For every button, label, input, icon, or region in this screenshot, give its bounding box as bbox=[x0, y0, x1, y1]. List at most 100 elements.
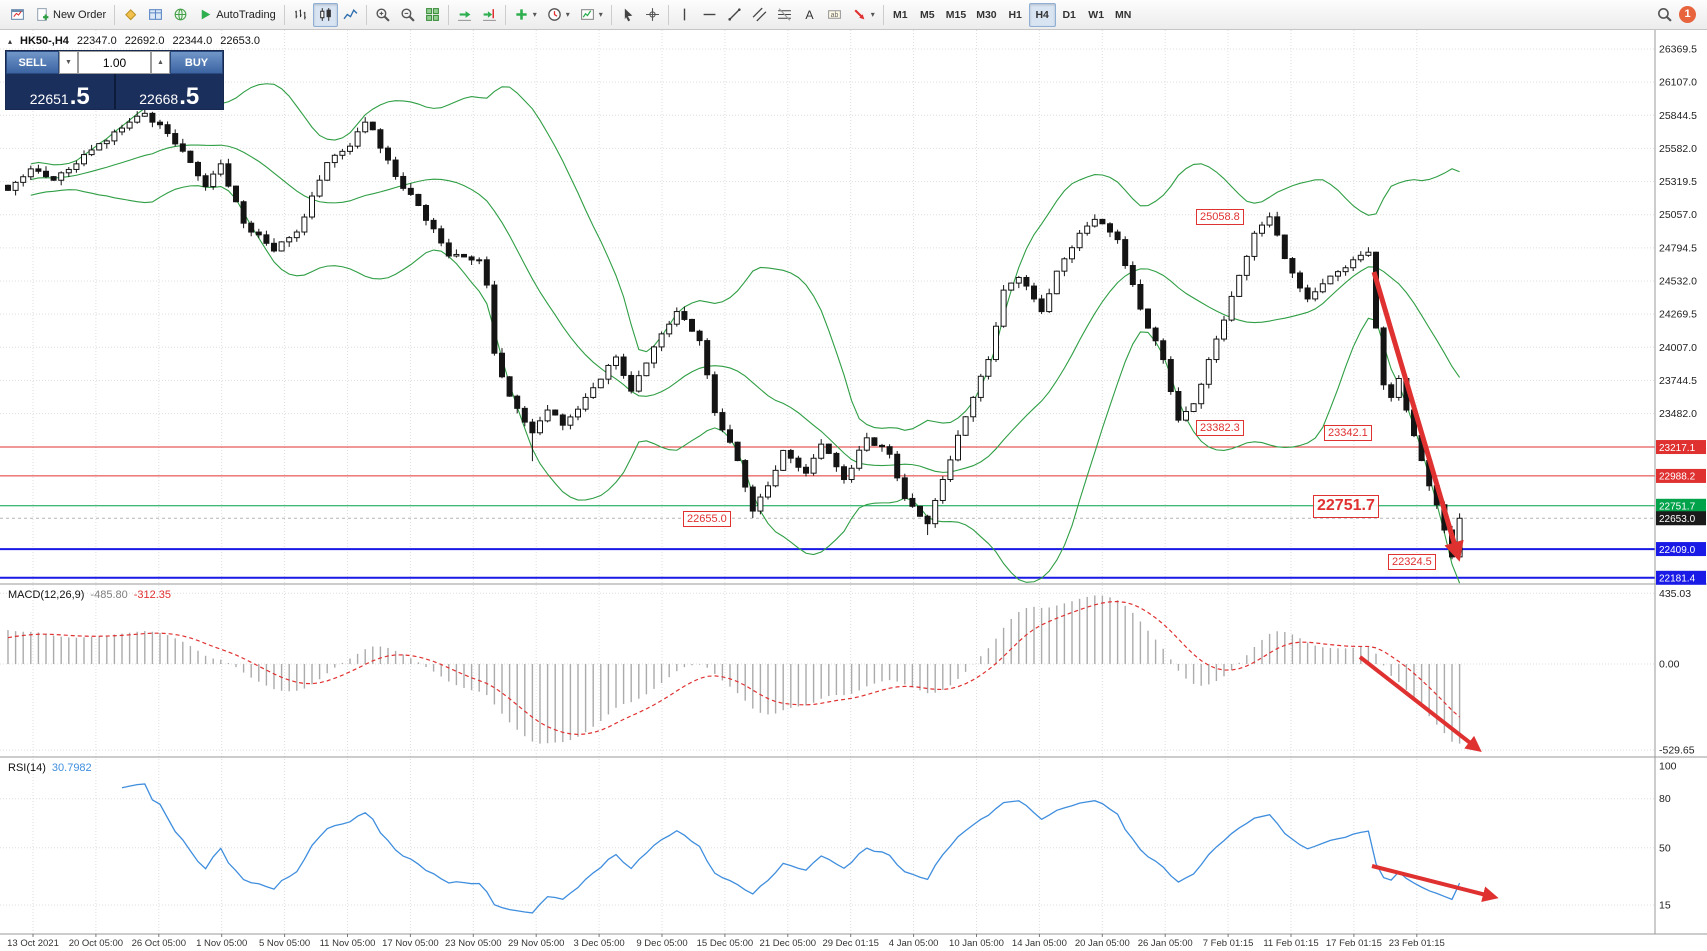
metaeditor-button[interactable] bbox=[118, 3, 143, 27]
rsi-line bbox=[121, 783, 1461, 914]
chart-shift-button[interactable] bbox=[477, 3, 502, 27]
search-button[interactable] bbox=[1652, 3, 1677, 27]
svg-text:5 Nov 05:00: 5 Nov 05:00 bbox=[259, 938, 310, 949]
timeframe-h1-button[interactable]: H1 bbox=[1002, 3, 1029, 27]
crosshair-button[interactable] bbox=[640, 3, 665, 27]
horizontal-line-button[interactable] bbox=[697, 3, 722, 27]
svg-text:23217.1: 23217.1 bbox=[1659, 443, 1696, 454]
hline-icon bbox=[702, 7, 717, 22]
buy-price[interactable]: 22668.5 bbox=[116, 74, 224, 109]
chevron-up-icon: ▲ bbox=[157, 59, 164, 66]
price-annotation[interactable]: 22655.0 bbox=[683, 511, 731, 528]
sell-price[interactable]: 22651.5 bbox=[6, 74, 114, 109]
window-icon bbox=[10, 7, 25, 22]
periods-button[interactable]: ▾ bbox=[542, 3, 575, 27]
buy-button[interactable]: BUY bbox=[170, 51, 223, 74]
svg-text:50: 50 bbox=[1659, 842, 1671, 854]
toolbar-separator bbox=[610, 4, 612, 25]
price-annotation[interactable]: 23382.3 bbox=[1196, 420, 1244, 437]
auto-scroll-button[interactable] bbox=[452, 3, 477, 27]
fibonacci-button[interactable] bbox=[772, 3, 797, 27]
price-annotation[interactable]: 22324.5 bbox=[1388, 554, 1436, 571]
market-watch-button[interactable] bbox=[143, 3, 168, 27]
timeframe-d1-button-label: D1 bbox=[1062, 8, 1076, 21]
notification-badge[interactable]: 1 bbox=[1679, 6, 1696, 23]
candlestick-chart-button[interactable] bbox=[312, 2, 338, 27]
level-lines[interactable] bbox=[0, 446, 1655, 579]
svg-text:25057.0: 25057.0 bbox=[1659, 209, 1697, 221]
plus-icon bbox=[514, 7, 529, 22]
zoom-in-button[interactable] bbox=[370, 3, 395, 27]
svg-text:A: A bbox=[805, 8, 814, 22]
autotrading-button[interactable]: AutoTrading bbox=[193, 3, 281, 27]
ohlc-open: 22347.0 bbox=[76, 35, 117, 47]
buy-price-main: 22668 bbox=[139, 90, 179, 107]
timeframe-mn-button[interactable]: MN bbox=[1110, 3, 1137, 27]
macd-signal-line bbox=[7, 600, 1460, 736]
svg-text:22181.4: 22181.4 bbox=[1659, 574, 1696, 585]
toolbar-separator bbox=[882, 4, 884, 25]
price-annotation[interactable]: 25058.8 bbox=[1196, 209, 1244, 226]
svg-text:-529.65: -529.65 bbox=[1659, 745, 1695, 757]
cursor-icon bbox=[620, 7, 635, 22]
autoscroll-icon bbox=[457, 7, 472, 22]
time-axis-labels: 13 Oct 2021 20 Oct 05:00 26 Oct 05:00 1 Nov… bbox=[7, 934, 1445, 949]
text-label-button[interactable]: ab bbox=[822, 3, 847, 27]
new-order-button[interactable]: New Order bbox=[30, 3, 111, 27]
timeframe-m15-button-label: M15 bbox=[945, 8, 967, 21]
zoom-out-button[interactable] bbox=[395, 3, 420, 27]
timeframe-h4-button[interactable]: H4 bbox=[1028, 2, 1056, 27]
timeframe-m1-button[interactable]: M1 bbox=[887, 3, 914, 27]
price-annotation[interactable]: 22751.7 bbox=[1313, 495, 1379, 518]
toolbar-separator bbox=[667, 4, 669, 25]
templates-button[interactable]: ▾ bbox=[575, 3, 608, 27]
timeframe-d1-button[interactable]: D1 bbox=[1056, 3, 1083, 27]
caret-down-icon: ▾ bbox=[532, 10, 537, 19]
rsi-axis-labels: 100 80 50 15 bbox=[1659, 761, 1677, 912]
mql5-community-button[interactable] bbox=[168, 3, 193, 27]
bar-chart-button[interactable] bbox=[288, 3, 313, 27]
caret-down-icon: ▾ bbox=[598, 10, 603, 19]
vertical-line-button[interactable] bbox=[672, 3, 697, 27]
trend-arrows[interactable] bbox=[1358, 271, 1499, 902]
line-chart-button[interactable] bbox=[338, 3, 363, 27]
toolbar-separator bbox=[114, 4, 116, 25]
svg-text:80: 80 bbox=[1659, 793, 1671, 805]
svg-text:24269.5: 24269.5 bbox=[1659, 309, 1697, 321]
timeframe-w1-button[interactable]: W1 bbox=[1083, 3, 1110, 27]
timeframe-m5-button[interactable]: M5 bbox=[914, 3, 941, 27]
timeframe-m15-button[interactable]: M15 bbox=[941, 3, 971, 27]
crosshair-icon bbox=[645, 7, 660, 22]
text-button[interactable]: A bbox=[797, 3, 822, 27]
tile-icon bbox=[425, 7, 440, 22]
trend-icon bbox=[727, 7, 742, 22]
linechart-icon bbox=[343, 7, 358, 22]
rsi-name: RSI(14) bbox=[8, 762, 46, 774]
indicators-button[interactable]: ▾ bbox=[509, 3, 542, 27]
svg-text:23482.0: 23482.0 bbox=[1659, 408, 1697, 420]
zoomin-icon bbox=[375, 7, 390, 22]
autotrading-button-label: AutoTrading bbox=[216, 8, 276, 21]
cursor-button[interactable] bbox=[615, 3, 640, 27]
tile-windows-button[interactable] bbox=[420, 3, 445, 27]
svg-text:29 Nov 05:00: 29 Nov 05:00 bbox=[508, 938, 565, 949]
caret-down-icon: ▾ bbox=[870, 10, 875, 19]
sell-button[interactable]: SELL bbox=[6, 51, 59, 74]
volume-input[interactable] bbox=[78, 51, 151, 74]
volume-decrease-button[interactable]: ▼ bbox=[59, 51, 78, 74]
timeframe-m30-button[interactable]: M30 bbox=[971, 3, 1001, 27]
trendline-button[interactable] bbox=[722, 3, 747, 27]
textA-icon: A bbox=[802, 7, 817, 22]
price-annotation[interactable]: 23342.1 bbox=[1324, 425, 1372, 442]
arrow-icon bbox=[852, 7, 867, 22]
volume-increase-button[interactable]: ▲ bbox=[151, 51, 170, 74]
candles bbox=[5, 107, 1463, 560]
charts-window-button[interactable] bbox=[5, 3, 30, 27]
equidistant-channel-button[interactable] bbox=[747, 3, 772, 27]
expand-icon[interactable]: ▴ bbox=[8, 36, 13, 46]
macd-signal-value: -312.35 bbox=[133, 589, 172, 601]
arrows-button[interactable]: ▾ bbox=[847, 3, 880, 27]
neworder-icon bbox=[35, 7, 50, 22]
clock-icon bbox=[547, 7, 562, 22]
